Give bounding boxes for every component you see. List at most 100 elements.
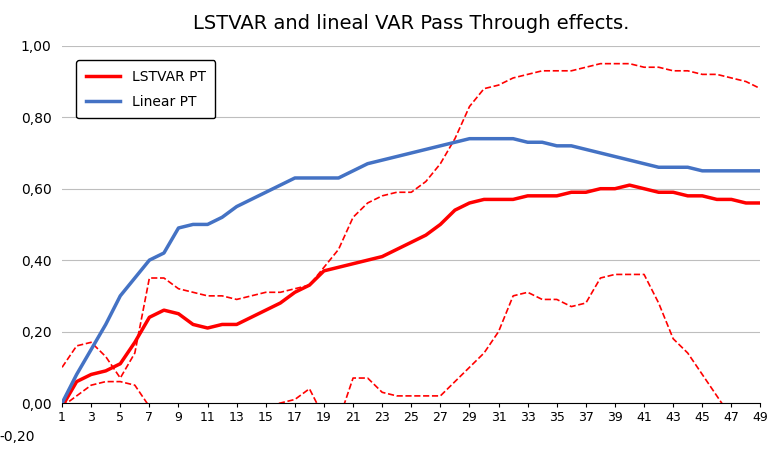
Linear PT	[654, 164, 663, 170]
LSTVAR PT	[596, 186, 605, 191]
Linear PT	[87, 347, 96, 352]
LSTVAR PT	[290, 289, 300, 295]
LSTVAR PT	[523, 193, 532, 199]
Linear PT	[334, 175, 343, 181]
LSTVAR PT	[57, 404, 67, 409]
LSTVAR PT	[683, 193, 692, 199]
Linear PT	[261, 190, 270, 195]
LSTVAR PT	[392, 247, 401, 252]
Linear PT	[421, 147, 431, 152]
Linear PT	[144, 257, 154, 263]
Linear PT	[494, 136, 503, 142]
LSTVAR PT	[247, 315, 256, 320]
LSTVAR PT	[494, 196, 503, 202]
LSTVAR PT	[305, 283, 314, 288]
Linear PT	[348, 168, 358, 174]
LSTVAR PT	[174, 311, 183, 316]
LSTVAR PT	[654, 190, 663, 195]
Linear PT	[610, 154, 619, 159]
LSTVAR PT	[625, 182, 634, 188]
Linear PT	[450, 140, 459, 145]
Linear PT	[683, 164, 692, 170]
Legend: LSTVAR PT, Linear PT: LSTVAR PT, Linear PT	[76, 60, 215, 119]
Linear PT	[392, 154, 401, 159]
LSTVAR PT	[407, 240, 416, 245]
Linear PT	[305, 175, 314, 181]
Linear PT	[57, 400, 67, 406]
LSTVAR PT	[668, 190, 678, 195]
Linear PT	[436, 143, 445, 148]
LSTVAR PT	[144, 315, 154, 320]
Linear PT	[320, 175, 329, 181]
Linear PT	[159, 250, 168, 256]
Line: Linear PT: Linear PT	[62, 139, 760, 403]
Linear PT	[538, 140, 547, 145]
LSTVAR PT	[261, 307, 270, 313]
Linear PT	[712, 168, 722, 174]
LSTVAR PT	[436, 222, 445, 227]
Linear PT	[480, 136, 489, 142]
Linear PT	[217, 214, 227, 220]
Linear PT	[377, 158, 386, 163]
LSTVAR PT	[189, 322, 198, 327]
LSTVAR PT	[320, 268, 329, 273]
LSTVAR PT	[756, 200, 765, 206]
LSTVAR PT	[465, 200, 474, 206]
Linear PT	[174, 225, 183, 231]
Linear PT	[596, 150, 605, 156]
LSTVAR PT	[698, 193, 707, 199]
LSTVAR PT	[538, 193, 547, 199]
LSTVAR PT	[334, 265, 343, 270]
LSTVAR PT	[87, 372, 96, 377]
LSTVAR PT	[217, 322, 227, 327]
LSTVAR PT	[363, 257, 372, 263]
Linear PT	[668, 164, 678, 170]
Linear PT	[756, 168, 765, 174]
Linear PT	[639, 161, 649, 166]
LSTVAR PT	[232, 322, 241, 327]
LSTVAR PT	[450, 207, 459, 213]
Line: LSTVAR PT: LSTVAR PT	[62, 185, 760, 407]
LSTVAR PT	[741, 200, 750, 206]
LSTVAR PT	[421, 232, 431, 238]
Linear PT	[72, 372, 81, 377]
LSTVAR PT	[581, 190, 591, 195]
Linear PT	[508, 136, 518, 142]
LSTVAR PT	[552, 193, 561, 199]
Linear PT	[116, 293, 125, 299]
Linear PT	[566, 143, 576, 148]
Text: -0,20: -0,20	[0, 431, 35, 444]
LSTVAR PT	[377, 254, 386, 259]
LSTVAR PT	[159, 307, 168, 313]
Linear PT	[552, 143, 561, 148]
LSTVAR PT	[610, 186, 619, 191]
Linear PT	[363, 161, 372, 166]
LSTVAR PT	[508, 196, 518, 202]
LSTVAR PT	[275, 300, 285, 306]
LSTVAR PT	[348, 261, 358, 267]
LSTVAR PT	[639, 186, 649, 191]
Linear PT	[625, 158, 634, 163]
LSTVAR PT	[116, 361, 125, 366]
Linear PT	[189, 222, 198, 227]
LSTVAR PT	[130, 339, 140, 345]
Linear PT	[101, 322, 110, 327]
Linear PT	[741, 168, 750, 174]
LSTVAR PT	[480, 196, 489, 202]
Linear PT	[290, 175, 300, 181]
Linear PT	[130, 275, 140, 281]
Linear PT	[247, 196, 256, 202]
LSTVAR PT	[203, 325, 212, 331]
LSTVAR PT	[72, 379, 81, 384]
Linear PT	[203, 222, 212, 227]
Linear PT	[232, 204, 241, 209]
Linear PT	[698, 168, 707, 174]
Linear PT	[407, 150, 416, 156]
LSTVAR PT	[101, 368, 110, 374]
Linear PT	[726, 168, 736, 174]
LSTVAR PT	[726, 196, 736, 202]
Title: LSTVAR and lineal VAR Pass Through effects.: LSTVAR and lineal VAR Pass Through effec…	[193, 14, 629, 33]
Linear PT	[465, 136, 474, 142]
Linear PT	[581, 147, 591, 152]
Linear PT	[275, 182, 285, 188]
